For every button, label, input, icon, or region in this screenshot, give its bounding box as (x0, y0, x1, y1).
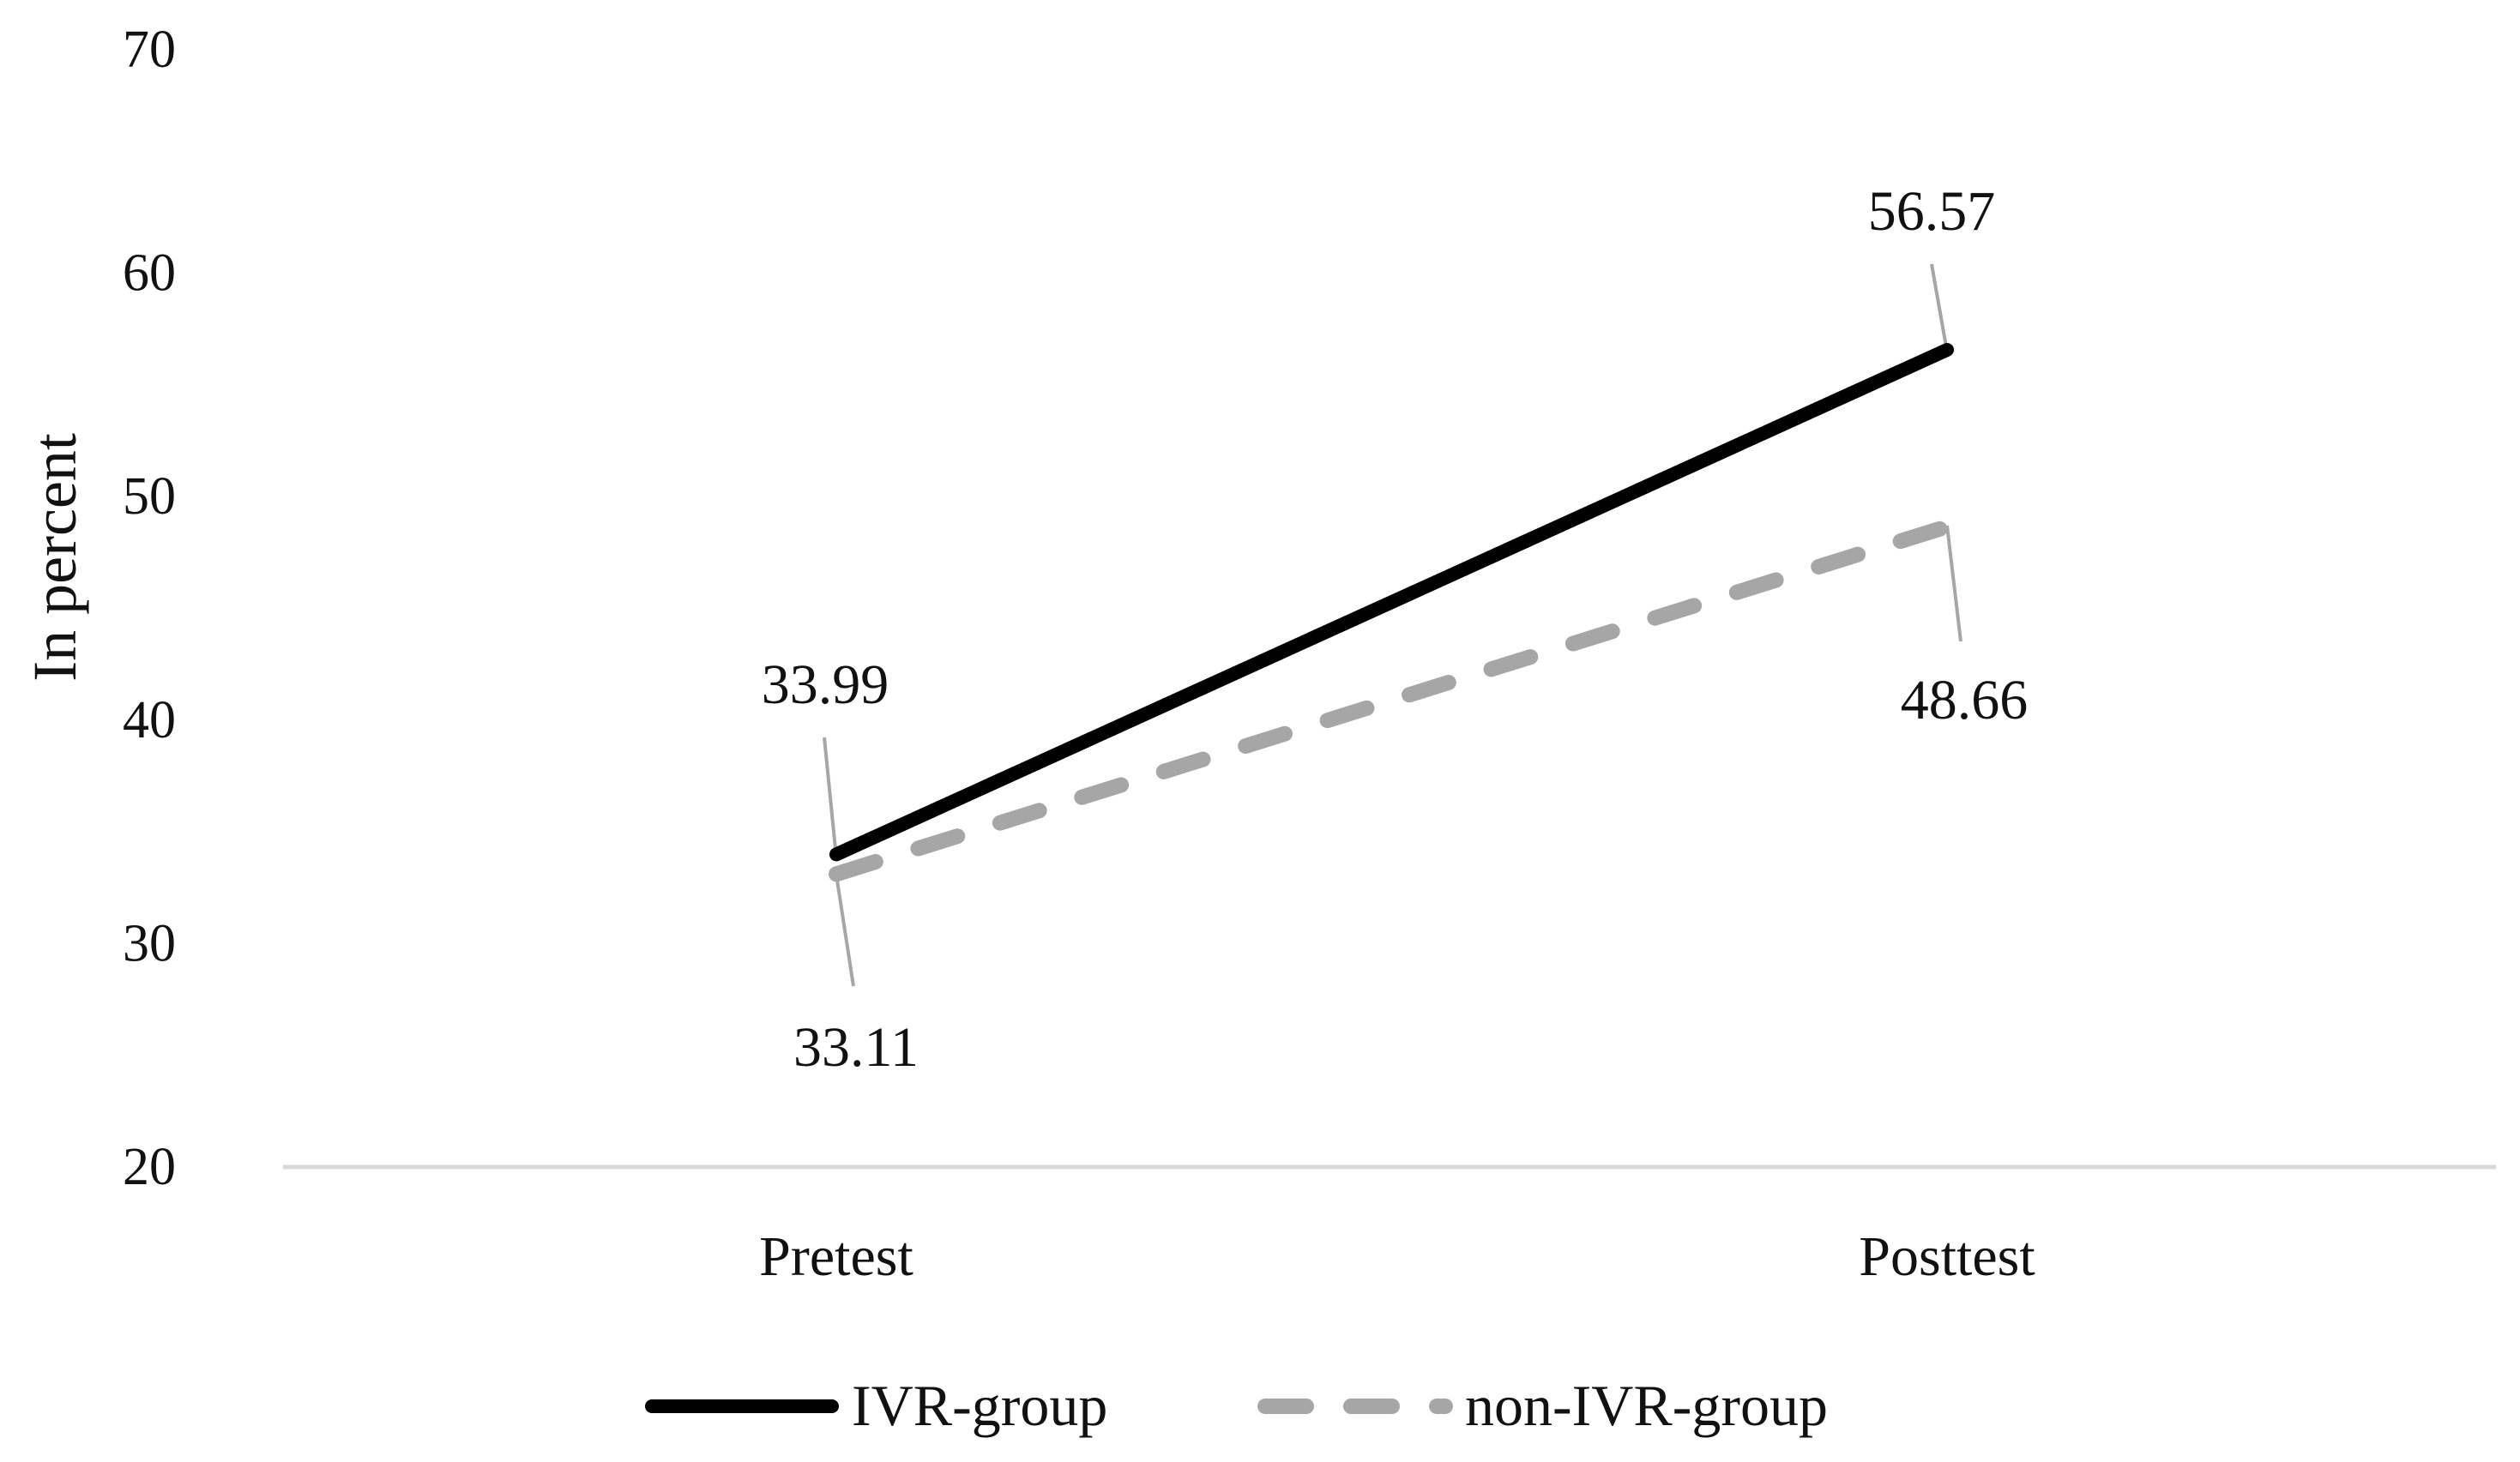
y-tick-label: 70 (123, 21, 176, 79)
leader-line (1945, 525, 1962, 642)
data-labels: 33.99 56.57 33.11 48.66 (762, 180, 2029, 1079)
leader-line (823, 737, 838, 858)
legend: IVR-group non-IVR-group (645, 1373, 1828, 1438)
y-tick-label: 60 (123, 244, 176, 303)
legend-label: IVR-group (852, 1373, 1107, 1438)
data-label: 33.99 (762, 653, 889, 716)
data-label: 48.66 (1901, 669, 2029, 731)
y-axis-ticks: 20 30 40 50 60 70 (123, 21, 176, 1196)
y-tick-label: 20 (123, 1138, 176, 1196)
y-tick-label: 40 (123, 691, 176, 749)
leader-line (835, 874, 855, 987)
leader-line (1930, 263, 1949, 352)
legend-label: non-IVR-group (1465, 1373, 1828, 1438)
x-tick-label: Pretest (759, 1225, 913, 1288)
x-tick-label: Posttest (1859, 1225, 2035, 1288)
data-label: 33.11 (793, 1016, 919, 1079)
series-lines (829, 342, 1955, 882)
y-tick-label: 50 (123, 467, 176, 526)
data-label-leader-lines (823, 263, 1962, 987)
data-label: 56.57 (1868, 180, 1996, 243)
y-axis-title: In percent (21, 433, 89, 682)
x-axis-ticks: Pretest Posttest (759, 1225, 2035, 1288)
series-non-ivr-line (829, 519, 1955, 882)
series-ivr-line (829, 342, 1954, 862)
y-tick-label: 30 (123, 914, 176, 972)
